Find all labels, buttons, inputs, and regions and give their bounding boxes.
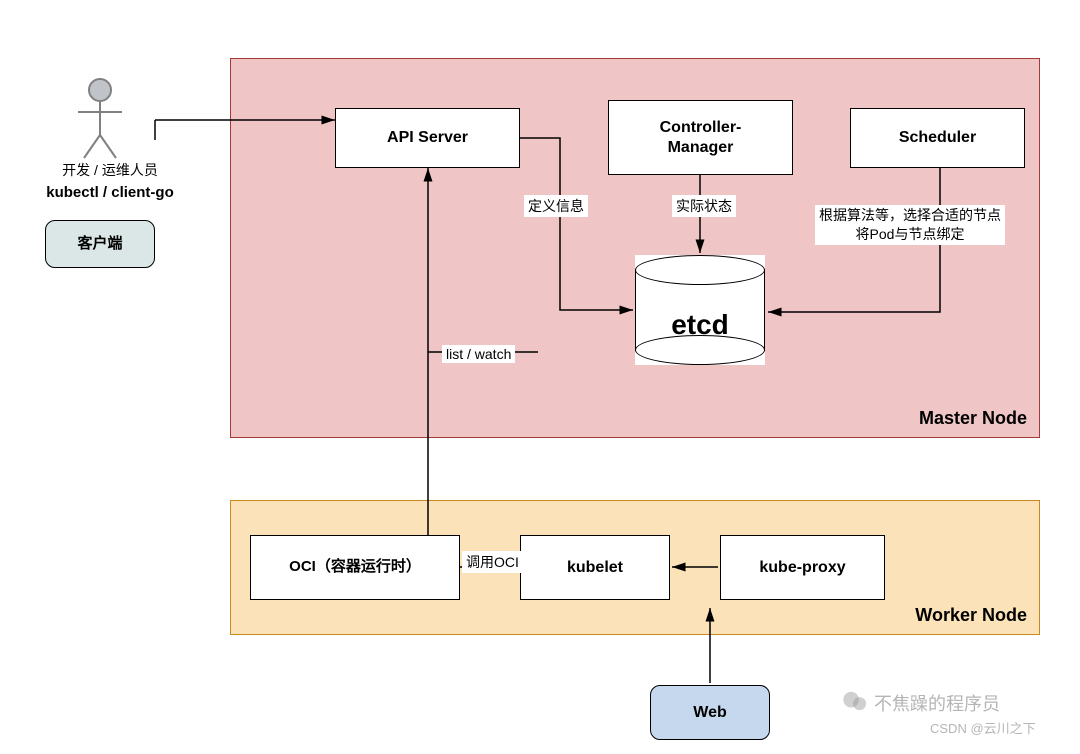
edge-label-scheduler-note: 根据算法等，选择合适的节点 将Pod与节点绑定 xyxy=(815,205,1005,245)
web-node: Web xyxy=(650,685,770,740)
actor-tool-label: kubectl / client-go xyxy=(10,184,210,201)
actor-stick-figure xyxy=(78,79,122,158)
edge-label-list-watch: list / watch xyxy=(442,345,515,363)
kubelet-node: kubelet xyxy=(520,535,670,600)
scheduler-label: Scheduler xyxy=(899,128,976,148)
edge-label-call-oci: 调用OCI xyxy=(462,551,523,573)
kube-proxy-node: kube-proxy xyxy=(720,535,885,600)
oci-label: OCI（容器运行时） xyxy=(289,558,421,577)
client-box-label: 客户端 xyxy=(77,235,122,254)
actor-role-label: 开发 / 运维人员 xyxy=(30,160,190,180)
etcd-label: etcd xyxy=(635,309,765,341)
scheduler-node: Scheduler xyxy=(850,108,1025,168)
kube-proxy-label: kube-proxy xyxy=(759,558,845,578)
oci-node: OCI（容器运行时） xyxy=(250,535,460,600)
etcd-node: etcd xyxy=(635,255,765,365)
watermark-top: 不焦躁的程序员 xyxy=(874,690,1000,716)
edge-label-real-state: 实际状态 xyxy=(672,195,736,217)
wechat-icon xyxy=(842,690,868,712)
api-server-node: API Server xyxy=(335,108,520,168)
controller-manager-label: Controller- Manager xyxy=(660,118,742,158)
watermark-bottom: CSDN @云川之下 xyxy=(930,718,1036,737)
edge-label-def-info: 定义信息 xyxy=(524,195,588,217)
api-server-label: API Server xyxy=(387,128,468,148)
controller-manager-node: Controller- Manager xyxy=(608,100,793,175)
worker-node-label: Worker Node xyxy=(915,605,1027,626)
client-box: 客户端 xyxy=(45,220,155,268)
master-node-label: Master Node xyxy=(919,408,1027,429)
kubelet-label: kubelet xyxy=(567,558,623,578)
web-label: Web xyxy=(693,703,726,723)
